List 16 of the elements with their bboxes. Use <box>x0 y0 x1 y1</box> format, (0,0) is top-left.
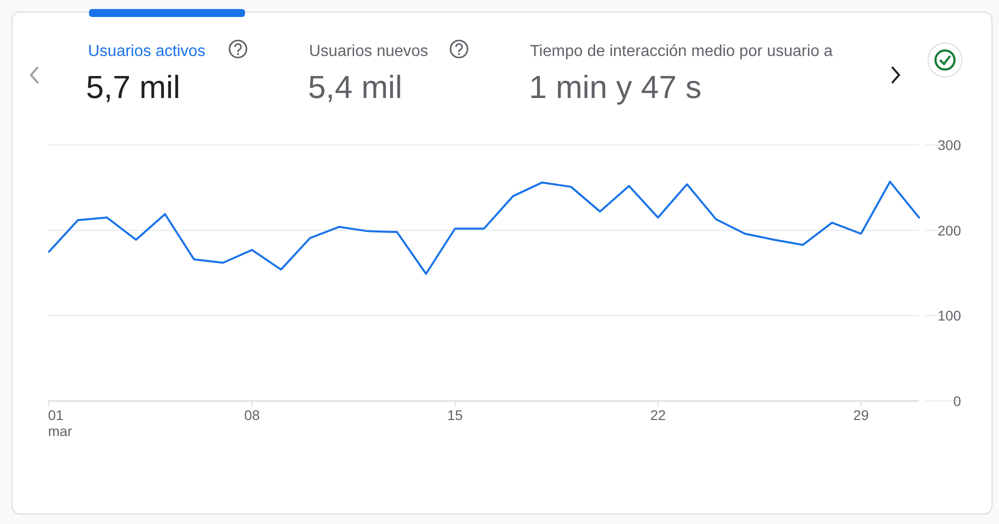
text: 1 min y 47 s <box>529 69 702 105</box>
text: 5,4 mil <box>308 69 402 105</box>
y-tick-label: 100 <box>938 308 962 324</box>
y-tick-label: 0 <box>953 393 962 409</box>
chart-title: Usuarios activos <box>88 43 206 60</box>
x-tick-label: 15 <box>447 407 463 423</box>
x-tick-label: 01 mar <box>48 407 72 439</box>
x-tick-label: 22 <box>650 407 666 423</box>
x-tick-label: 08 <box>244 407 260 423</box>
chart-subtitle: 5,7 mil <box>86 69 180 105</box>
text: Tiempo de interacción medio por usuario a <box>530 43 833 60</box>
line-series <box>48 180 920 275</box>
y-tick-label: 200 <box>938 222 962 238</box>
y-tick-label: 300 <box>938 137 962 153</box>
x-tick-label: 29 <box>853 407 869 423</box>
text: Usuarios nuevos <box>309 43 428 60</box>
